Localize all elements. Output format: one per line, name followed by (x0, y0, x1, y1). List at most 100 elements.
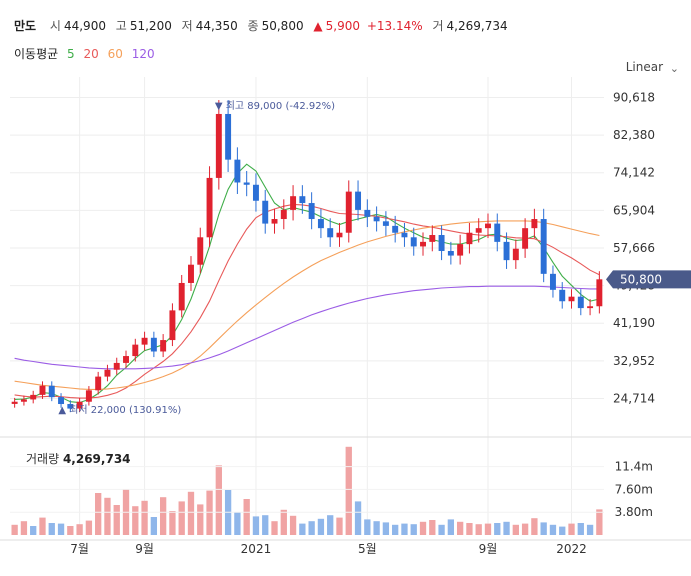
volume-bar (577, 523, 584, 535)
volume-bar (178, 501, 185, 535)
last-price-badge (606, 270, 691, 289)
x-tick-label: 9월 (135, 542, 154, 556)
candle (345, 191, 352, 233)
candle (512, 248, 519, 261)
x-tick-label: 5월 (358, 542, 377, 556)
high-label: 고 (115, 19, 127, 33)
volume-bar (419, 521, 427, 535)
candle (336, 232, 343, 238)
volume-bar (596, 509, 603, 535)
candle (290, 196, 297, 210)
candle (420, 241, 426, 247)
volume-bar (76, 524, 83, 535)
volume-bar (586, 524, 594, 535)
candle (95, 376, 102, 391)
high-annotation: ▼ 최고 89,000 (-42.92%) (215, 100, 335, 112)
candle (178, 282, 185, 311)
volume-bar (280, 509, 287, 535)
volume-bar (215, 465, 222, 535)
volume-value: 4,269,734 (446, 19, 508, 33)
candle (299, 196, 306, 204)
volume-bar (336, 517, 343, 535)
candle (252, 184, 259, 201)
candle (485, 223, 491, 229)
volume-bar (252, 516, 260, 535)
open-value: 44,900 (63, 19, 106, 33)
candle (475, 228, 482, 233)
volume-bar (373, 521, 380, 535)
candle (522, 228, 529, 249)
ma-20-line (14, 203, 600, 399)
scale-selector[interactable]: Linear (625, 60, 663, 74)
candle (494, 223, 501, 242)
y-tick-label: 74,142 (613, 166, 655, 180)
volume-bar (271, 521, 278, 535)
candle (308, 203, 315, 220)
candle (587, 306, 594, 309)
y-tick-label: 65,904 (613, 203, 655, 217)
candle (76, 401, 83, 409)
candle (549, 273, 556, 290)
ma-5-label: 5 (67, 47, 75, 61)
volume-bar (401, 523, 408, 535)
volume-panel-label: 거래량 (26, 452, 60, 466)
candle (596, 279, 603, 307)
moving-average-legend[interactable]: 이동평균 5 20 60 120 (14, 45, 160, 62)
volume-bar (429, 520, 436, 535)
candle (169, 310, 176, 341)
candle (11, 401, 18, 404)
candle (531, 219, 538, 229)
change-value: 5,900 (325, 19, 361, 33)
close-value: 50,800 (261, 19, 304, 33)
candle (206, 177, 213, 238)
y-tick-label: 41,190 (613, 316, 655, 330)
volume-bar (299, 523, 306, 535)
candle (392, 225, 399, 233)
volume-bar (243, 499, 250, 535)
candle (215, 113, 222, 178)
volume-bar (85, 520, 93, 535)
volume-bar (95, 493, 102, 535)
candle (568, 296, 575, 302)
volume-bar (512, 524, 519, 535)
high-value: 51,200 (129, 19, 172, 33)
low-annotation: ▲ 최저 22,000 (130.91%) (58, 404, 181, 416)
candle (85, 390, 92, 402)
volume-bar (48, 523, 55, 535)
y-tick-label: 57,666 (613, 241, 655, 255)
candle (234, 159, 241, 183)
y-tick-label: 90,618 (613, 90, 655, 104)
volume-bar (317, 518, 325, 535)
volume-bar (392, 524, 399, 535)
volume-bar (169, 511, 176, 535)
candle (113, 362, 120, 370)
candle (280, 209, 287, 220)
change-arrow-icon: ▲ (313, 19, 323, 33)
candle (160, 340, 167, 352)
volume-label: 거 (432, 19, 444, 33)
candle (123, 356, 129, 363)
volume-bar (57, 523, 65, 535)
chevron-down-icon[interactable]: ⌄ (669, 62, 679, 75)
candle (20, 399, 27, 402)
volume-bar (494, 523, 501, 535)
candle (141, 337, 148, 345)
y-tick-label: 24,714 (613, 391, 655, 405)
candle (447, 251, 454, 256)
candle (457, 244, 464, 256)
volume-bar (521, 523, 529, 535)
ma-120-line (14, 285, 600, 370)
candle (503, 241, 510, 261)
candle (577, 296, 584, 309)
change-percent: +13.14% (366, 19, 423, 33)
candle (373, 216, 380, 222)
volume-bar (20, 521, 28, 535)
candle (317, 219, 324, 229)
candle (355, 191, 362, 210)
ma-60-line (14, 220, 600, 390)
candle (364, 209, 371, 217)
volume-bar (484, 523, 492, 535)
x-tick-label: 2021 (241, 542, 272, 556)
volume-panel-title: 거래량 4,269,734 (26, 450, 131, 467)
